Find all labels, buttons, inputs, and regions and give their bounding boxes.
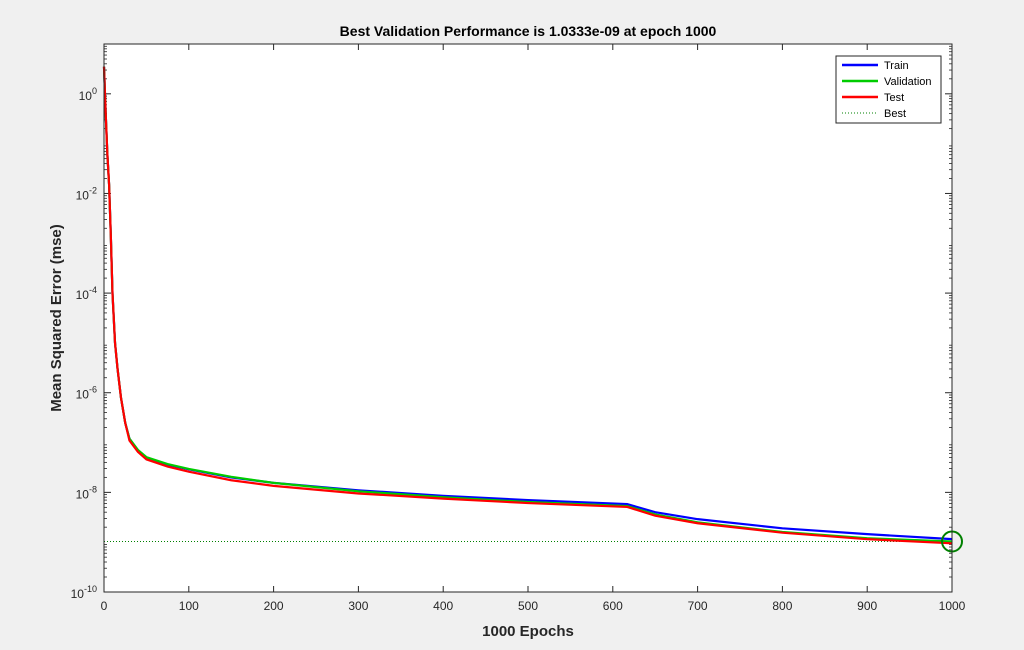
y-tick-label: 10-8 <box>76 484 97 501</box>
y-tick-label: 100 <box>79 86 97 103</box>
y-tick-label: 10-2 <box>76 185 97 202</box>
legend-label-best: Best <box>884 108 906 120</box>
x-tick-label: 900 <box>857 599 877 613</box>
legend-box <box>835 55 942 124</box>
legend-label-validation: Validation <box>884 76 932 88</box>
series-group <box>102 44 963 592</box>
x-tick-label: 800 <box>772 599 792 613</box>
x-tick-label: 300 <box>348 599 368 613</box>
y-tick-label: 10-10 <box>71 584 97 601</box>
plot-area <box>104 44 952 592</box>
y-tick-label: 10-6 <box>76 385 97 402</box>
x-ticks: 0 100 200 300 400 500 600 700 800 900 1000 <box>101 44 966 613</box>
legend-label-test: Test <box>884 92 904 104</box>
x-tick-label: 0 <box>101 599 108 613</box>
x-tick-label: 700 <box>688 599 708 613</box>
x-tick-label: 500 <box>518 599 538 613</box>
legend: Train Validation Test Best <box>835 55 942 124</box>
x-axis-label: 1000 Epochs <box>482 623 574 640</box>
y-tick-label: 10-4 <box>76 285 97 302</box>
y-ticks: 100 10-2 10-4 10-6 10-8 10-10 <box>71 86 952 601</box>
series-line-test <box>102 66 953 545</box>
plot-frame <box>103 43 953 593</box>
x-tick-label: 100 <box>179 599 199 613</box>
x-tick-label: 600 <box>603 599 623 613</box>
x-tick-label: 1000 <box>939 599 966 613</box>
chart-title: Best Validation Performance is 1.0333e-0… <box>340 23 717 39</box>
x-tick-label: 200 <box>264 599 284 613</box>
legend-label-train: Train <box>884 60 909 72</box>
y-axis-label: Mean Squared Error (mse) <box>48 224 65 412</box>
x-tick-label: 400 <box>433 599 453 613</box>
